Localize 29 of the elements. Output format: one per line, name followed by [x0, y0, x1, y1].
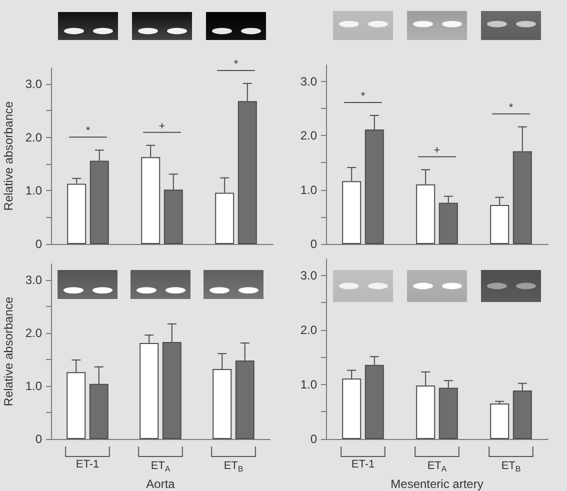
bar — [490, 404, 510, 439]
y-tick-label: 2.0 — [300, 322, 318, 337]
y-tick-label: 0 — [310, 432, 318, 446]
y-tick-label: 1.0 — [300, 377, 318, 392]
annotation: * — [86, 125, 91, 138]
y-tick-label: 0 — [310, 237, 318, 251]
annotation: + — [434, 144, 440, 157]
y-tick-label: 0 — [35, 432, 42, 446]
annotation: + — [158, 120, 166, 132]
y-tick-label: 3.0 — [300, 268, 318, 282]
y-tick-label: 2.0 — [25, 130, 42, 144]
x-axis-title: Mesenteric artery — [390, 476, 484, 491]
x-tick-label: ET-1 — [351, 458, 375, 470]
y-tick-label: 2.0 — [25, 326, 42, 340]
y-tick-label: 1.0 — [300, 182, 318, 197]
y-tick-label: 0 — [35, 237, 42, 251]
annotation: * — [234, 58, 239, 70]
x-axis-title: Aorta — [146, 476, 176, 491]
y-tick-label: 2.0 — [300, 128, 318, 143]
y-tick-label: 1.0 — [25, 184, 42, 198]
x-tick-label: ET-1 — [76, 458, 100, 470]
annotation: * — [360, 90, 366, 102]
annotation: * — [508, 102, 514, 114]
y-tick-label: 3.0 — [300, 74, 318, 88]
y-tick-label: 3.0 — [25, 272, 42, 287]
y-axis-title: Relative absorbance — [1, 296, 16, 406]
y-axis-title: Relative absorbance — [1, 100, 16, 211]
y-tick-label: 1.0 — [25, 378, 42, 393]
y-tick-label: 3.0 — [25, 77, 42, 91]
